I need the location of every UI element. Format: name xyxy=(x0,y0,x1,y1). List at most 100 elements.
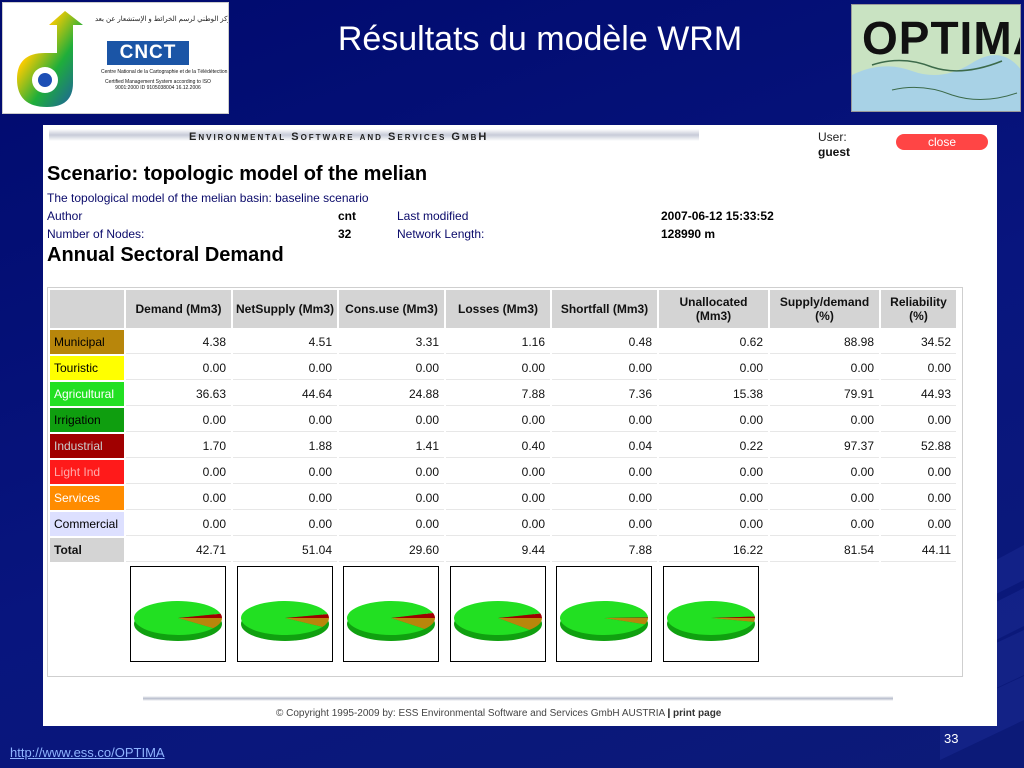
copyright-text: © Copyright 1995-2009 by: ESS Environmen… xyxy=(276,708,665,719)
cnct-logo: المركز الوطني لرسم الخرائط و الإستشعار ع… xyxy=(2,2,229,114)
ess-application-window: Environmental Software and Services GmbH… xyxy=(43,125,997,726)
table-cell: 0.00 xyxy=(552,356,657,380)
table-cell: 0.00 xyxy=(126,512,231,536)
table-cell: 0.00 xyxy=(339,512,444,536)
table-cell: 0.00 xyxy=(552,486,657,510)
pie-slice xyxy=(285,614,329,618)
table-cell: 7.36 xyxy=(552,382,657,406)
table-cell: 1.16 xyxy=(446,330,550,354)
table-cell: 0.00 xyxy=(770,486,879,510)
table-row: Touristic 0.00 0.00 0.00 0.00 0.00 0.00 0.00 0.0… xyxy=(50,356,956,380)
table-cell: 0.00 xyxy=(446,408,550,432)
table-body: Municipal 4.38 4.51 3.31 1.16 0.48 0.62 88.98 34… xyxy=(50,330,956,664)
header-corner xyxy=(50,290,124,328)
pie-slice xyxy=(711,618,755,623)
pie-chart xyxy=(343,566,439,662)
table-row: Commercial 0.00 0.00 0.00 0.00 0.00 0.00 0.00 0.… xyxy=(50,512,956,536)
table-cell: 0.00 xyxy=(126,408,231,432)
table-cell: 52.88 xyxy=(881,434,956,458)
table-cell: 3.31 xyxy=(339,330,444,354)
print-page-link[interactable]: print page xyxy=(673,708,722,719)
table-cell: 0.00 xyxy=(770,408,879,432)
table-cell: 0.00 xyxy=(126,356,231,380)
pie-slice xyxy=(498,613,542,618)
table-row: Agricultural 36.63 44.64 24.88 7.88 7.36 15.38… xyxy=(50,382,956,406)
pie-chart xyxy=(130,566,226,662)
table-cell: 0.00 xyxy=(233,408,337,432)
user-label: User: xyxy=(818,130,847,144)
sector-name: Irrigation xyxy=(50,408,124,432)
pie-cell xyxy=(339,564,444,664)
table-cell: 0.22 xyxy=(659,434,768,458)
column-header: NetSupply (Mm3) xyxy=(233,290,337,328)
table-cell: 0.00 xyxy=(881,512,956,536)
total-cell: 7.88 xyxy=(552,538,657,562)
table-cell: 44.93 xyxy=(881,382,956,406)
optima-url-link[interactable]: http://www.ess.co/OPTIMA xyxy=(10,745,165,760)
pie-slice xyxy=(391,618,435,629)
close-button[interactable]: close xyxy=(896,134,988,150)
table-cell: 0.00 xyxy=(659,460,768,484)
column-header: Shortfall (Mm3) xyxy=(552,290,657,328)
table-cell: 0.00 xyxy=(659,486,768,510)
column-header: Cons.use (Mm3) xyxy=(339,290,444,328)
column-header: Supply/demand (%) xyxy=(770,290,879,328)
pie-slice xyxy=(667,601,755,635)
table-cell: 1.41 xyxy=(339,434,444,458)
table-cell: 79.91 xyxy=(770,382,879,406)
section-title: Annual Sectoral Demand xyxy=(47,244,284,266)
table-cell: 34.52 xyxy=(881,330,956,354)
pie-cell xyxy=(126,564,231,664)
table-cell: 0.00 xyxy=(881,460,956,484)
pie-cell xyxy=(770,564,879,664)
total-label: Total xyxy=(50,538,124,562)
table-cell: 0.00 xyxy=(446,460,550,484)
sector-name: Services xyxy=(50,486,124,510)
table-cell: 1.70 xyxy=(126,434,231,458)
table-cell: 0.04 xyxy=(552,434,657,458)
sector-name: Municipal xyxy=(50,330,124,354)
table-cell: 97.37 xyxy=(770,434,879,458)
cnct-emblem-icon xyxy=(17,11,83,107)
table-cell: 44.64 xyxy=(233,382,337,406)
table-cell: 0.00 xyxy=(770,512,879,536)
author-label: Author xyxy=(47,209,83,223)
table-cell: 0.00 xyxy=(552,512,657,536)
table-row: Irrigation 0.00 0.00 0.00 0.00 0.00 0.00 0.00 0.… xyxy=(50,408,956,432)
last-modified-label: Last modified xyxy=(397,209,469,223)
pie-cell xyxy=(881,564,956,664)
pie-slice xyxy=(711,616,755,618)
table-cell: 24.88 xyxy=(339,382,444,406)
user-name: guest xyxy=(818,145,851,159)
total-cell: 42.71 xyxy=(126,538,231,562)
pie-cell xyxy=(552,564,657,664)
table-cell: 0.00 xyxy=(552,460,657,484)
table-cell: 0.00 xyxy=(339,408,444,432)
footer-separator: | xyxy=(667,708,674,719)
scenario-description: The topological model of the melian basi… xyxy=(47,191,369,205)
pie-slice xyxy=(241,601,328,635)
table-cell: 0.00 xyxy=(233,460,337,484)
total-cell: 9.44 xyxy=(446,538,550,562)
cnct-full-name: Centre National de la Cartographie et de… xyxy=(101,69,228,75)
table-cell: 0.00 xyxy=(446,486,550,510)
table-cell: 0.00 xyxy=(233,512,337,536)
footer-bar xyxy=(143,696,893,701)
table-cell: 0.00 xyxy=(881,486,956,510)
total-cell: 29.60 xyxy=(339,538,444,562)
cnct-certification: Certified Management System according to… xyxy=(105,79,211,91)
column-header: Unallocated (Mm3) xyxy=(659,290,768,328)
total-cell: 81.54 xyxy=(770,538,879,562)
table-cell: 0.00 xyxy=(881,356,956,380)
sector-name: Light Ind xyxy=(50,460,124,484)
pie-slice xyxy=(178,613,222,618)
table-cell: 0.00 xyxy=(339,486,444,510)
table-cell: 0.00 xyxy=(770,356,879,380)
last-modified-value: 2007-06-12 15:33:52 xyxy=(661,209,774,223)
total-cell: 16.22 xyxy=(659,538,768,562)
table-cell: 0.00 xyxy=(233,356,337,380)
table-cell: 0.40 xyxy=(446,434,550,458)
cnct-wordmark: CNCT xyxy=(107,41,189,65)
total-cell: 44.11 xyxy=(881,538,956,562)
pie-slice xyxy=(560,601,648,635)
